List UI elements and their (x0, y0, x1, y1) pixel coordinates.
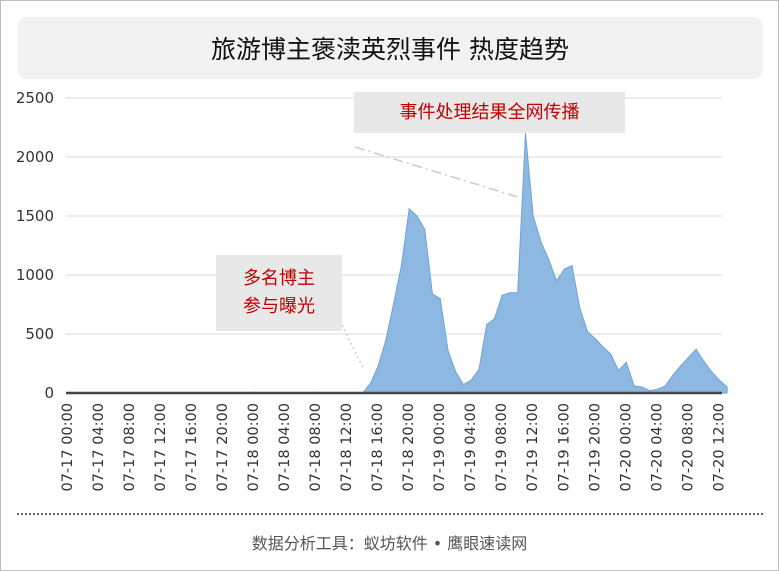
data-point (517, 292, 519, 294)
data-point (455, 371, 457, 373)
data-point (377, 365, 379, 367)
data-point (478, 368, 480, 370)
data-point (509, 292, 511, 294)
x-tick-label: 07-17 08:00 (122, 403, 138, 492)
annotation-result-spread: 事件处理结果全网传播 (354, 92, 625, 133)
data-point (625, 361, 627, 363)
data-point (602, 346, 604, 348)
data-point (563, 268, 565, 270)
data-point (447, 349, 449, 352)
x-tick-label: 07-20 12:00 (711, 403, 727, 492)
data-point (711, 371, 713, 373)
data-point (726, 386, 728, 388)
data-point (649, 390, 651, 392)
data-point (400, 265, 402, 267)
data-point (579, 307, 581, 309)
x-tick-label: 07-18 04:00 (277, 403, 293, 492)
data-point (532, 215, 534, 217)
y-axis-ticks: 0 500 1000 1500 2000 2500 (16, 89, 54, 402)
data-point (540, 241, 542, 243)
y-tick-label: 2500 (16, 89, 54, 107)
data-point (493, 318, 496, 320)
data-point (718, 379, 720, 381)
series-area (67, 132, 728, 394)
x-tick-label: 07-17 00:00 (60, 403, 76, 492)
data-point (393, 302, 395, 304)
x-tick-label: 07-18 08:00 (308, 403, 324, 492)
y-tick-label: 1000 (16, 266, 54, 284)
annotation-result-text: 事件处理结果全网传播 (399, 101, 580, 123)
data-point (439, 298, 441, 300)
chart-title: 旅游博主褒渎英烈事件 热度趋势 (17, 17, 763, 79)
y-tick-label: 2000 (16, 148, 54, 166)
x-tick-label: 07-20 00:00 (618, 403, 634, 492)
x-tick-label: 07-17 20:00 (215, 403, 231, 492)
footer-source: 数据分析工具：蚁坊软件 • 鹰眼速读网 (251, 534, 528, 553)
y-tick-label: 0 (44, 384, 54, 402)
y-tick-label: 500 (25, 325, 54, 343)
data-point (656, 388, 658, 391)
data-point (695, 348, 697, 350)
x-tick-label: 07-19 00:00 (432, 403, 448, 492)
x-tick-label: 07-17 04:00 (91, 403, 107, 492)
series-area-path (68, 133, 728, 394)
x-tick-label: 07-19 12:00 (525, 403, 541, 492)
data-point (633, 385, 635, 387)
annotation-bloggers-exposure: 多名博主 参与曝光 (216, 255, 342, 331)
x-tick-label: 07-19 20:00 (587, 403, 603, 492)
data-point (641, 386, 643, 388)
data-point (672, 374, 674, 376)
data-point (703, 360, 705, 362)
footer-divider (17, 513, 763, 515)
data-point (555, 280, 558, 282)
data-point (431, 293, 433, 295)
data-point (470, 379, 472, 381)
y-tick-label: 1500 (16, 207, 54, 225)
data-point (594, 338, 596, 340)
annotation-exposure-line2: 参与曝光 (243, 296, 315, 317)
leader-exposure (341, 324, 365, 371)
data-point (501, 294, 503, 296)
x-tick-label: 07-17 16:00 (184, 403, 200, 492)
data-point (416, 215, 418, 217)
x-tick-label: 07-18 00:00 (246, 403, 262, 492)
data-point (571, 265, 573, 267)
data-point (524, 132, 527, 134)
x-axis-ticks: 07-17 00:00 07-17 04:00 07-17 08:00 07-17 1… (60, 403, 727, 492)
leader-result (354, 146, 519, 198)
data-point (610, 353, 612, 355)
data-point (462, 384, 465, 386)
data-point (680, 365, 682, 367)
data-point (385, 339, 387, 341)
data-point (369, 383, 371, 385)
x-tick-label: 07-18 16:00 (370, 403, 386, 492)
x-tick-label: 07-19 08:00 (494, 403, 510, 492)
x-tick-label: 07-18 20:00 (401, 403, 417, 492)
data-point (664, 385, 666, 387)
grid-lines (66, 97, 722, 335)
x-tick-label: 07-17 12:00 (153, 403, 169, 492)
data-point (548, 259, 550, 261)
x-tick-label: 07-20 08:00 (680, 403, 696, 492)
data-point (486, 324, 488, 326)
x-tick-label: 07-18 12:00 (339, 403, 355, 492)
data-point (424, 228, 426, 230)
x-tick-label: 07-20 04:00 (649, 403, 665, 492)
x-tick-label: 07-19 16:00 (556, 403, 572, 492)
annotation-leaders (341, 146, 519, 371)
data-point (408, 208, 410, 210)
x-tick-label: 07-19 04:00 (463, 403, 479, 492)
data-point (687, 357, 689, 359)
annotation-exposure-line1: 多名博主 (243, 268, 315, 289)
data-point (617, 370, 620, 372)
data-point (586, 331, 589, 333)
